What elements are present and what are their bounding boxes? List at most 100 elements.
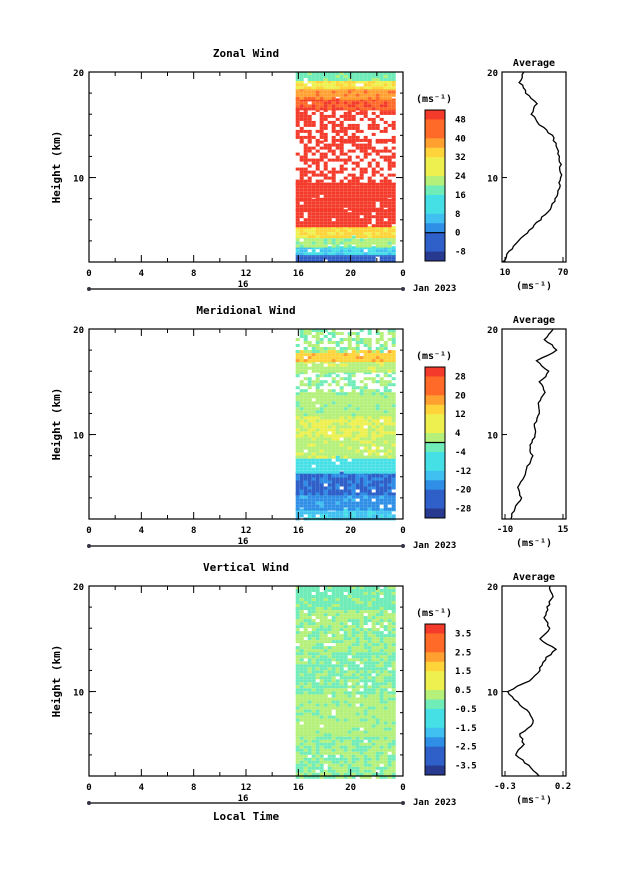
- heatmap-cell: [371, 440, 376, 444]
- heatmap-cell: [315, 161, 320, 165]
- heatmap-cell: [327, 252, 332, 256]
- heatmap-cell: [371, 78, 376, 81]
- heatmap-cell: [347, 691, 352, 695]
- heatmap-cell: [375, 152, 380, 156]
- heatmap-cell: [311, 721, 316, 725]
- heatmap-cell: [387, 356, 392, 360]
- heatmap-cell: [379, 395, 384, 399]
- heatmap-cell: [327, 658, 332, 662]
- heatmap-cell: [343, 775, 348, 779]
- heatmap-cell: [387, 398, 392, 402]
- heatmap-cell: [359, 96, 364, 100]
- heatmap-cell: [339, 664, 344, 668]
- heatmap-cell: [371, 607, 376, 610]
- heatmap-cell: [339, 661, 344, 665]
- heatmap-cell: [335, 232, 340, 236]
- colorbar-swatch: [425, 624, 445, 634]
- heatmap-cell: [303, 586, 308, 589]
- heatmap-cell: [331, 766, 336, 770]
- heatmap-cell: [375, 631, 380, 635]
- heatmap-cell: [295, 775, 300, 779]
- heatmap-cell: [351, 661, 356, 665]
- heatmap-cell: [331, 419, 336, 423]
- heatmap-cell: [335, 256, 340, 260]
- heatmap-cell: [311, 226, 316, 230]
- heatmap-cell: [319, 461, 324, 465]
- heatmap-cell: [331, 486, 336, 490]
- heatmap-cell: [331, 586, 336, 589]
- heatmap-cell: [387, 350, 392, 354]
- heatmap-cell: [375, 691, 380, 695]
- heatmap-cell: [379, 754, 384, 758]
- heatmap-cell: [387, 111, 392, 115]
- heatmap-cell: [299, 329, 304, 332]
- heatmap-cell: [355, 586, 360, 589]
- heatmap-cell: [315, 467, 320, 471]
- heatmap-cell: [355, 164, 360, 168]
- heatmap-cell: [327, 667, 332, 671]
- heatmap-cell: [319, 259, 324, 263]
- heatmap-cell: [303, 161, 308, 165]
- heatmap-cell: [311, 80, 316, 84]
- heatmap-cell: [335, 80, 340, 84]
- heatmap-cell: [351, 464, 356, 468]
- heatmap-cell: [327, 191, 332, 195]
- heatmap-cell: [295, 598, 300, 601]
- average-frame: [501, 585, 567, 777]
- heatmap-cell: [335, 769, 340, 773]
- heatmap-cell: [303, 718, 308, 722]
- heatmap-cell: [367, 709, 372, 713]
- heatmap-cell: [383, 398, 388, 402]
- heatmap-cell: [331, 98, 336, 102]
- heatmap-cell: [387, 730, 392, 734]
- heatmap-cell: [383, 404, 388, 408]
- heatmap-cell: [311, 425, 316, 429]
- heatmap-cell: [363, 93, 368, 97]
- heatmap-cell: [355, 718, 360, 722]
- heatmap-cell: [343, 104, 348, 108]
- heatmap-cell: [335, 446, 340, 450]
- heatmap-cell: [315, 410, 320, 414]
- heatmap-cell: [371, 712, 376, 716]
- colorbar-tick-label: -12: [455, 467, 471, 477]
- heatmap-cell: [319, 146, 324, 150]
- heatmap-cell: [375, 437, 380, 441]
- heatmap-cell: [387, 715, 392, 719]
- heatmap-cell: [331, 595, 336, 598]
- heatmap-cell: [371, 359, 376, 363]
- heatmap-cell: [295, 201, 300, 205]
- heatmap-cell: [299, 661, 304, 665]
- heatmap-cell: [311, 667, 316, 671]
- heatmap-cell: [391, 682, 396, 686]
- heatmap-cell: [339, 431, 344, 435]
- heatmap-cell: [323, 480, 328, 484]
- heatmap-cell: [307, 246, 312, 250]
- heatmap-cell: [371, 586, 376, 589]
- heatmap-cell: [339, 649, 344, 653]
- heatmap-cell: [359, 443, 364, 447]
- x-tick-label: 8: [191, 526, 196, 536]
- heatmap-cell: [303, 244, 308, 248]
- heatmap-cell: [307, 428, 312, 432]
- average-title: Average: [513, 572, 555, 583]
- heatmap-cell: [391, 474, 396, 478]
- heatmap-cell: [383, 149, 388, 153]
- heatmap-cell: [323, 739, 328, 743]
- heatmap-cell: [391, 461, 396, 465]
- heatmap-cell: [375, 766, 380, 770]
- heatmap-cell: [379, 709, 384, 713]
- heatmap-cell: [319, 101, 324, 105]
- heatmap-cell: [359, 673, 364, 677]
- heatmap-cell: [315, 188, 320, 192]
- heatmap-cell: [299, 589, 304, 592]
- heatmap-cell: [347, 398, 352, 402]
- heatmap-cell: [319, 229, 324, 233]
- heatmap-cell: [311, 188, 316, 192]
- heatmap-cell: [383, 140, 388, 144]
- heatmap-cell: [339, 201, 344, 205]
- heatmap-cell: [351, 428, 356, 432]
- heatmap-cell: [379, 766, 384, 770]
- heatmap-cell: [383, 369, 388, 373]
- heatmap-cell: [371, 486, 376, 490]
- heatmap-cell: [299, 413, 304, 417]
